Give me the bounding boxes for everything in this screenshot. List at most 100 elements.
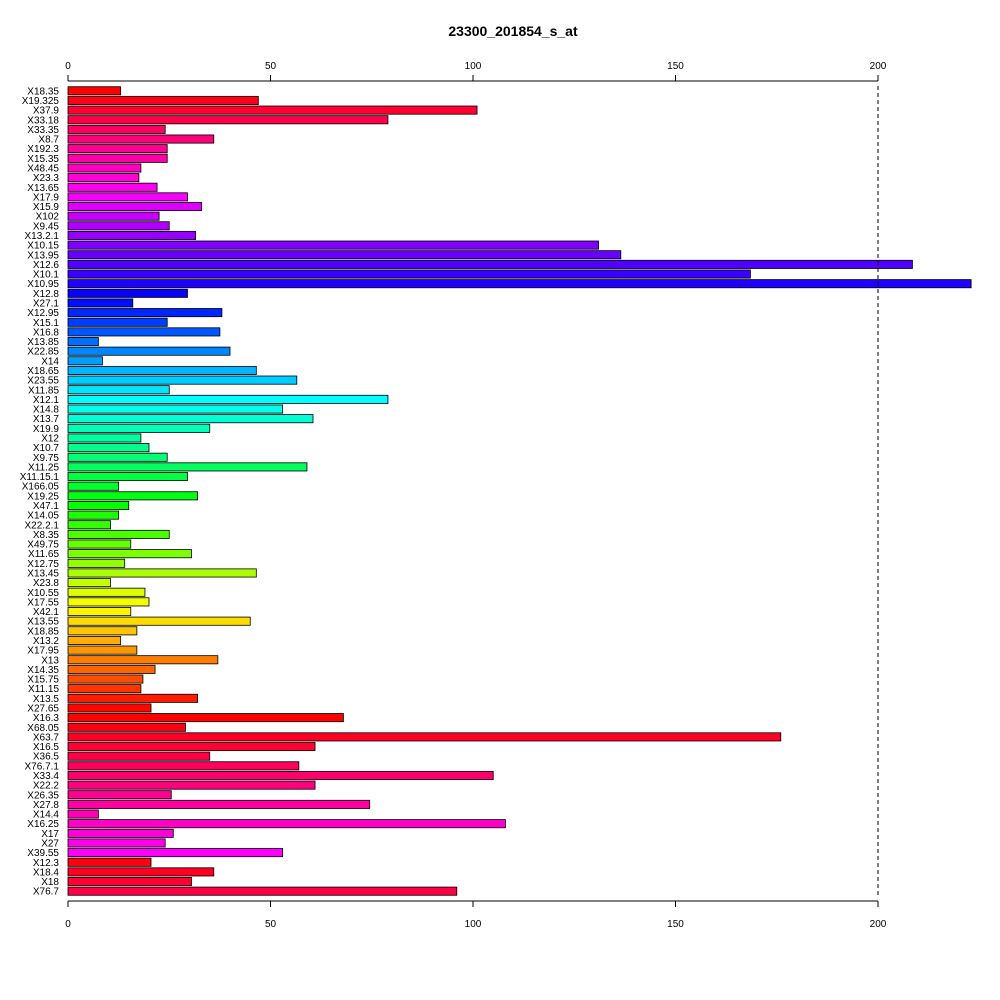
bar	[67, 877, 192, 887]
tick-label: 200	[870, 919, 887, 930]
category-label: X33.18	[27, 115, 59, 126]
bar	[67, 134, 215, 144]
category-label: X22.2.1	[25, 520, 60, 531]
bar	[67, 394, 389, 404]
category-label: X16.5	[33, 742, 60, 753]
bar	[67, 124, 166, 134]
bar	[67, 674, 144, 684]
bar	[67, 269, 751, 279]
bar	[67, 857, 152, 867]
bar	[67, 597, 150, 607]
bar	[67, 481, 120, 491]
category-label: X16.3	[33, 713, 60, 724]
bar	[67, 375, 298, 385]
category-label: X18.35	[27, 86, 59, 97]
category-label: X10.15	[27, 241, 59, 252]
category-label: X8.7	[38, 135, 59, 146]
category-label: X15.9	[33, 202, 60, 213]
bar	[67, 799, 371, 809]
bar	[67, 607, 132, 617]
bottom-axis: 0 50 100 150 200	[65, 900, 887, 930]
tick-label: 200	[870, 61, 887, 72]
category-label: X33.4	[33, 771, 60, 782]
category-label: X13.2.1	[25, 231, 60, 242]
bar	[67, 635, 122, 645]
category-label: X13.7	[33, 414, 60, 425]
category-label: X19.325	[22, 96, 60, 107]
bar	[67, 433, 142, 443]
category-label: X17	[41, 829, 59, 840]
bar	[67, 587, 146, 597]
bar	[67, 115, 389, 125]
bar	[67, 828, 174, 838]
bar	[67, 192, 188, 202]
category-label: X47.1	[33, 501, 60, 512]
category-label: X12.3	[33, 858, 60, 869]
category-label: X13.55	[27, 617, 59, 628]
bar	[67, 385, 170, 395]
bar	[67, 558, 126, 568]
category-label: X10.55	[27, 588, 59, 599]
category-label: X12.95	[27, 308, 59, 319]
category-label: X27.1	[33, 298, 60, 309]
category-label: X11.15	[28, 684, 59, 695]
bar	[67, 356, 103, 366]
bar	[67, 221, 170, 231]
category-label: X17.55	[27, 597, 59, 608]
bar	[67, 809, 99, 819]
category-label: X17.9	[33, 192, 60, 203]
category-label: X13.95	[27, 250, 59, 261]
category-label: X36.5	[33, 752, 60, 763]
bar	[67, 288, 188, 298]
tick-label: 50	[265, 919, 277, 930]
category-label: X18.65	[27, 366, 59, 377]
category-label: X27.65	[27, 703, 59, 714]
category-label: X14.05	[27, 511, 59, 522]
bar	[67, 732, 782, 742]
category-label: X11.25	[28, 462, 59, 473]
category-label: X11.15.1	[20, 472, 60, 483]
category-label: X13.5	[33, 694, 60, 705]
category-label: X12.8	[33, 289, 60, 300]
bar	[67, 240, 599, 250]
bar	[67, 365, 257, 375]
category-label: X13.2	[33, 636, 60, 647]
category-label: X10.95	[27, 279, 59, 290]
category-label: X10.7	[33, 443, 60, 454]
tick-label: 0	[65, 919, 71, 930]
bar	[67, 626, 138, 636]
category-label: X68.05	[27, 723, 59, 734]
category-label: X8.35	[33, 530, 60, 541]
bar	[67, 500, 130, 510]
category-label: X22.2	[33, 781, 60, 792]
category-label: X37.9	[33, 106, 60, 117]
bar	[67, 510, 120, 520]
category-label: X27.8	[33, 800, 60, 811]
bar	[67, 578, 111, 588]
tick-label: 150	[667, 61, 684, 72]
bar	[67, 144, 168, 154]
bar	[67, 693, 199, 703]
category-label: X23.55	[27, 376, 59, 387]
bar	[67, 819, 506, 829]
bar	[67, 790, 172, 800]
category-label: X10.1	[33, 270, 60, 281]
bar	[67, 867, 215, 877]
bar	[67, 713, 344, 723]
bar	[67, 346, 231, 356]
category-label: X18.4	[33, 867, 60, 878]
bar	[67, 770, 494, 780]
category-label: X13.45	[27, 568, 59, 579]
bar	[67, 337, 99, 347]
bar	[67, 520, 111, 530]
tick-label: 50	[265, 61, 277, 72]
bar	[67, 327, 221, 337]
bar	[67, 230, 196, 240]
category-label: X192.3	[27, 144, 59, 155]
category-label: X9.75	[33, 453, 60, 464]
bar	[67, 645, 138, 655]
bar	[67, 684, 142, 694]
top-axis: 0 50 100 150 200	[65, 61, 887, 82]
bar	[67, 173, 140, 183]
